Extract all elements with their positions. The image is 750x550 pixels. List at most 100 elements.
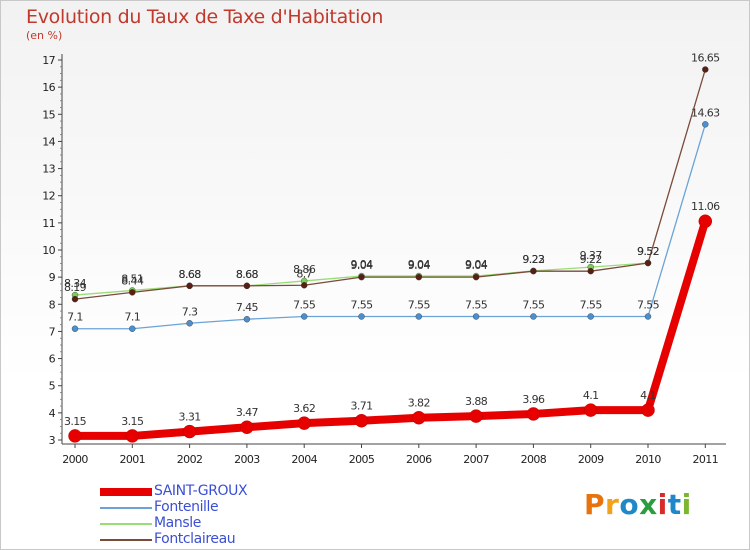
x-tick-label: 2003 [234,453,260,466]
x-tick-label: 2004 [291,453,317,466]
data-label: 3.31 [179,411,201,424]
data-point [243,316,251,323]
legend-label-fontclaireau: Fontclaireau [154,531,236,547]
logo-letter: i [657,488,668,521]
data-label: 3.47 [236,406,259,419]
x-tick-label: 2000 [62,453,88,466]
y-tick-label: 10 [42,244,55,257]
data-label: 8.34 [64,277,87,290]
data-point [415,273,422,281]
data-point [182,424,197,439]
data-label: 9.52 [637,245,659,258]
logo-letter: P [584,488,606,521]
x-tick-label: 2009 [578,453,604,466]
chart-subtitle: (en %) [26,29,63,42]
legend-label-mansle: Mansle [154,515,201,531]
data-point [644,313,652,320]
y-tick-label: 4 [49,407,56,420]
data-point [243,282,251,290]
data-point [530,267,537,275]
x-tick-label: 2010 [635,453,661,466]
data-label: 7.55 [465,299,488,312]
logo-letter: i [681,488,692,521]
data-point [469,409,483,423]
legend-swatch-mansle [100,523,152,525]
x-tick-label: 2002 [177,453,203,466]
data-point [702,121,709,128]
data-label: 16.65 [691,52,720,65]
data-point [71,295,79,303]
logo-letter: x [639,488,658,521]
proxiti-logo: Proxiti [584,488,692,521]
data-point [186,320,193,327]
data-point [587,313,594,320]
y-tick-label: 5 [49,380,56,393]
data-label: 7.55 [580,299,603,312]
data-point [412,410,426,425]
data-point [698,214,713,228]
data-label: 9.04 [465,258,488,271]
data-label: 8.68 [236,268,259,281]
y-tick-label: 17 [42,54,55,67]
data-label: 8.68 [179,268,202,281]
x-tick-label: 2001 [119,453,145,466]
data-point [415,313,422,320]
data-point [526,407,541,421]
x-tick-label: 2008 [521,453,547,466]
data-label: 3.71 [350,400,372,413]
data-label: 9.23 [522,253,545,266]
logo-letter: r [605,488,620,521]
data-label: 8.86 [293,263,316,276]
data-label: 7.55 [350,299,373,312]
data-label: 3.82 [408,397,430,410]
data-label: 7.1 [124,311,140,324]
x-tick-label: 2007 [463,453,489,466]
data-label: 9.04 [465,259,488,272]
x-tick-label: 2005 [349,453,375,466]
data-point [301,282,308,289]
logo-letter: t [667,488,682,521]
data-label: 7.55 [522,299,545,312]
data-label: 9.04 [408,258,431,271]
data-label: 7.55 [293,299,316,312]
data-label: 7.55 [637,299,660,312]
data-label: 3.88 [465,395,488,408]
data-label: 9.22 [522,253,544,266]
data-point [472,313,480,320]
data-point [644,259,652,267]
y-tick-label: 7 [49,325,56,338]
data-point [129,289,136,296]
series-line-fontenille [74,123,706,330]
data-label: 7.3 [182,305,198,318]
legend-label-saint-groux: SAINT-GROUX [154,483,248,499]
data-label: 4.1 [583,389,599,402]
data-label: 3.15 [64,415,87,428]
y-tick-label: 3 [49,434,56,447]
data-label: 9.22 [580,253,602,266]
data-point [583,403,598,417]
data-point [354,413,369,428]
data-point [358,313,365,320]
y-tick-label: 9 [49,271,56,284]
data-label: 8.68 [179,268,202,281]
data-label: 8.7 [296,267,312,280]
data-label: 7.45 [236,301,259,314]
y-tick-label: 13 [42,163,55,176]
y-tick-label: 16 [42,81,55,94]
data-label: 7.1 [67,311,83,324]
data-label: 7.55 [408,299,431,312]
data-point [472,273,480,281]
data-point [125,429,140,443]
y-tick-label: 8 [49,298,56,311]
data-point [297,416,311,430]
logo-letter: o [619,488,640,521]
data-label: 9.04 [350,259,373,272]
y-tick-label: 15 [42,108,55,121]
data-label: 8.44 [121,274,144,287]
legend-swatch-fontclaireau [100,539,152,541]
data-label: 11.06 [691,200,720,213]
legend-swatch-fontenille [100,507,152,509]
data-label: 9.04 [408,259,431,272]
